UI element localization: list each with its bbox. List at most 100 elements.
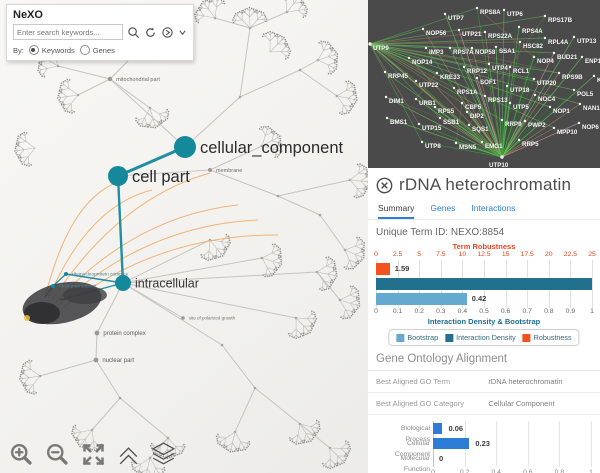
node-mitochondrial-part[interactable] <box>107 76 113 82</box>
zoom-out-icon[interactable] <box>44 441 71 468</box>
interaction-network-panel[interactable]: UTP9 UTP10 NOP56 UTP7 RPS8A UTP6 RPS17B UTP21 RP… <box>368 0 600 169</box>
node-intracellular[interactable] <box>115 275 131 291</box>
node-ribonucleoprotein-complex[interactable] <box>64 272 68 276</box>
node-ribosomal-subunit[interactable] <box>51 284 55 288</box>
gene-node-ssa1[interactable] <box>494 45 498 49</box>
gene-node-kr[interactable] <box>592 74 596 78</box>
gene-node-nop1[interactable] <box>548 105 552 109</box>
gene-node-bud21[interactable] <box>552 51 556 55</box>
gene-node-sqs1[interactable] <box>467 123 471 127</box>
gene-node-rps17b[interactable] <box>543 14 547 18</box>
gene-node-emg1[interactable] <box>480 140 484 144</box>
gene-node-rps8a[interactable] <box>475 6 479 10</box>
node-nuclear-part[interactable] <box>93 357 99 363</box>
gene-node-rrp9[interactable] <box>500 118 504 122</box>
legend-swatch <box>522 333 531 342</box>
gene-node-utp22[interactable] <box>414 79 418 83</box>
radio-genes[interactable]: Genes <box>79 45 115 55</box>
ontology-map[interactable]: mitochondrial part cellular_component cell… <box>0 0 368 473</box>
gene-node-utp10[interactable] <box>500 155 504 159</box>
gene-node-dip2[interactable] <box>465 110 469 114</box>
gene-node-msn5[interactable] <box>454 141 458 145</box>
gene-node-rrp5[interactable] <box>517 138 521 142</box>
radio-keywords-circle[interactable] <box>28 45 39 55</box>
gene-label-utp15: UTP15 <box>422 125 442 132</box>
gene-label-nop14: NOP14 <box>412 59 433 66</box>
close-icon[interactable] <box>376 177 393 194</box>
go-category-label: Best Aligned GO Category <box>376 399 464 408</box>
gene-node-sof1[interactable] <box>475 76 479 80</box>
gene-node-imp3[interactable] <box>424 46 428 50</box>
gene-node-utp5[interactable] <box>508 101 512 105</box>
gene-node-nan1[interactable] <box>578 102 582 106</box>
search-icon[interactable] <box>127 26 140 39</box>
node-cell-part[interactable] <box>108 166 128 186</box>
gene-node-rps13[interactable] <box>483 94 487 98</box>
radio-genes-circle[interactable] <box>79 45 90 55</box>
gene-label-rrp45: RRP45 <box>388 73 409 80</box>
gene-node-nop4[interactable] <box>532 55 536 59</box>
gene-node-utp4[interactable] <box>487 62 491 66</box>
node-cellular-component[interactable] <box>174 136 196 158</box>
gene-node-utp18[interactable] <box>505 84 509 88</box>
gene-node-hsc82[interactable] <box>518 40 522 44</box>
circled-arrow-icon[interactable] <box>161 26 174 39</box>
gene-node-kre33[interactable] <box>435 71 439 75</box>
gene-node-rps5[interactable] <box>433 105 437 109</box>
gene-node-utp9[interactable] <box>368 42 372 46</box>
node-protein-complex[interactable] <box>94 330 100 336</box>
gene-node-rps9b[interactable] <box>557 71 561 75</box>
gene-node-ssb1[interactable] <box>438 116 442 120</box>
gene-node-utp8[interactable] <box>420 140 424 144</box>
gene-node-utp20[interactable] <box>532 77 536 81</box>
gene-node-utp13[interactable] <box>572 35 576 39</box>
gene-node-nop6[interactable] <box>577 121 581 125</box>
gene-node-utp7[interactable] <box>443 12 447 16</box>
gene-node-rps7a[interactable] <box>448 46 452 50</box>
gene-label-utp20: UTP20 <box>537 80 557 87</box>
refresh-icon[interactable] <box>144 26 157 39</box>
node-label-site-of-polarized-growth: site of polarized growth <box>189 316 236 321</box>
gene-node-utp6[interactable] <box>502 8 506 12</box>
fit-view-icon[interactable] <box>80 441 107 468</box>
node-site-of-polarized-growth[interactable] <box>181 316 185 320</box>
layers-icon[interactable] <box>150 441 177 468</box>
ontology-graph-canvas[interactable]: mitochondrial part cellular_componentcell… <box>0 0 368 473</box>
go-term-value: rDNA heterochromatin <box>488 377 563 386</box>
collapse-chevrons-icon[interactable] <box>116 443 141 468</box>
tab-genes[interactable]: Genes <box>430 203 456 213</box>
tab-interactions[interactable]: Interactions <box>471 203 516 213</box>
radio-keywords[interactable]: Keywords <box>28 45 75 55</box>
gene-node-mpp10[interactable] <box>552 126 556 130</box>
robustness-chart: Term Robustness 0 2.5 5 7.5 10 12.5 15 17.5 20 22.… <box>374 242 596 346</box>
gene-label-dip2: DIP2 <box>470 113 484 120</box>
gene-node-dim1[interactable] <box>384 95 388 99</box>
gene-node-cbf5[interactable] <box>460 101 464 105</box>
gene-node-pol5[interactable] <box>572 88 576 92</box>
chevron-down-icon[interactable] <box>178 26 187 39</box>
gene-node-rcl1[interactable] <box>508 65 512 69</box>
node-membrane[interactable] <box>208 168 212 172</box>
gene-node-enp1[interactable] <box>580 55 584 59</box>
gene-node-rrp12[interactable] <box>462 65 466 69</box>
gene-node-nop14[interactable] <box>407 56 411 60</box>
tab-summary[interactable]: Summary <box>378 203 415 219</box>
gene-node-rpl4a[interactable] <box>543 36 547 40</box>
gene-node-rps4a[interactable] <box>517 25 521 29</box>
gene-node-noc4[interactable] <box>533 93 537 97</box>
gene-node-rps1a[interactable] <box>452 86 456 90</box>
gene-label-rpl4a: RPL4A <box>548 39 569 46</box>
gene-node-urb1[interactable] <box>414 97 418 101</box>
interaction-graph-canvas[interactable]: UTP9 UTP10 NOP56 UTP7 RPS8A UTP6 RPS17B UTP21 RP… <box>368 0 600 169</box>
gene-node-nop56[interactable] <box>421 27 425 31</box>
zoom-in-icon[interactable] <box>8 441 35 468</box>
search-panel: NeXO By: <box>6 4 194 61</box>
gene-node-nop58[interactable] <box>470 46 474 50</box>
gene-node-utp15[interactable] <box>417 122 421 126</box>
gene-node-utp21[interactable] <box>457 28 461 32</box>
gene-node-rps22a[interactable] <box>483 30 487 34</box>
gene-node-rrp45[interactable] <box>383 70 387 74</box>
gene-node-pwp2[interactable] <box>523 119 527 123</box>
gene-node-bms1[interactable] <box>385 116 389 120</box>
search-input[interactable] <box>13 24 123 40</box>
